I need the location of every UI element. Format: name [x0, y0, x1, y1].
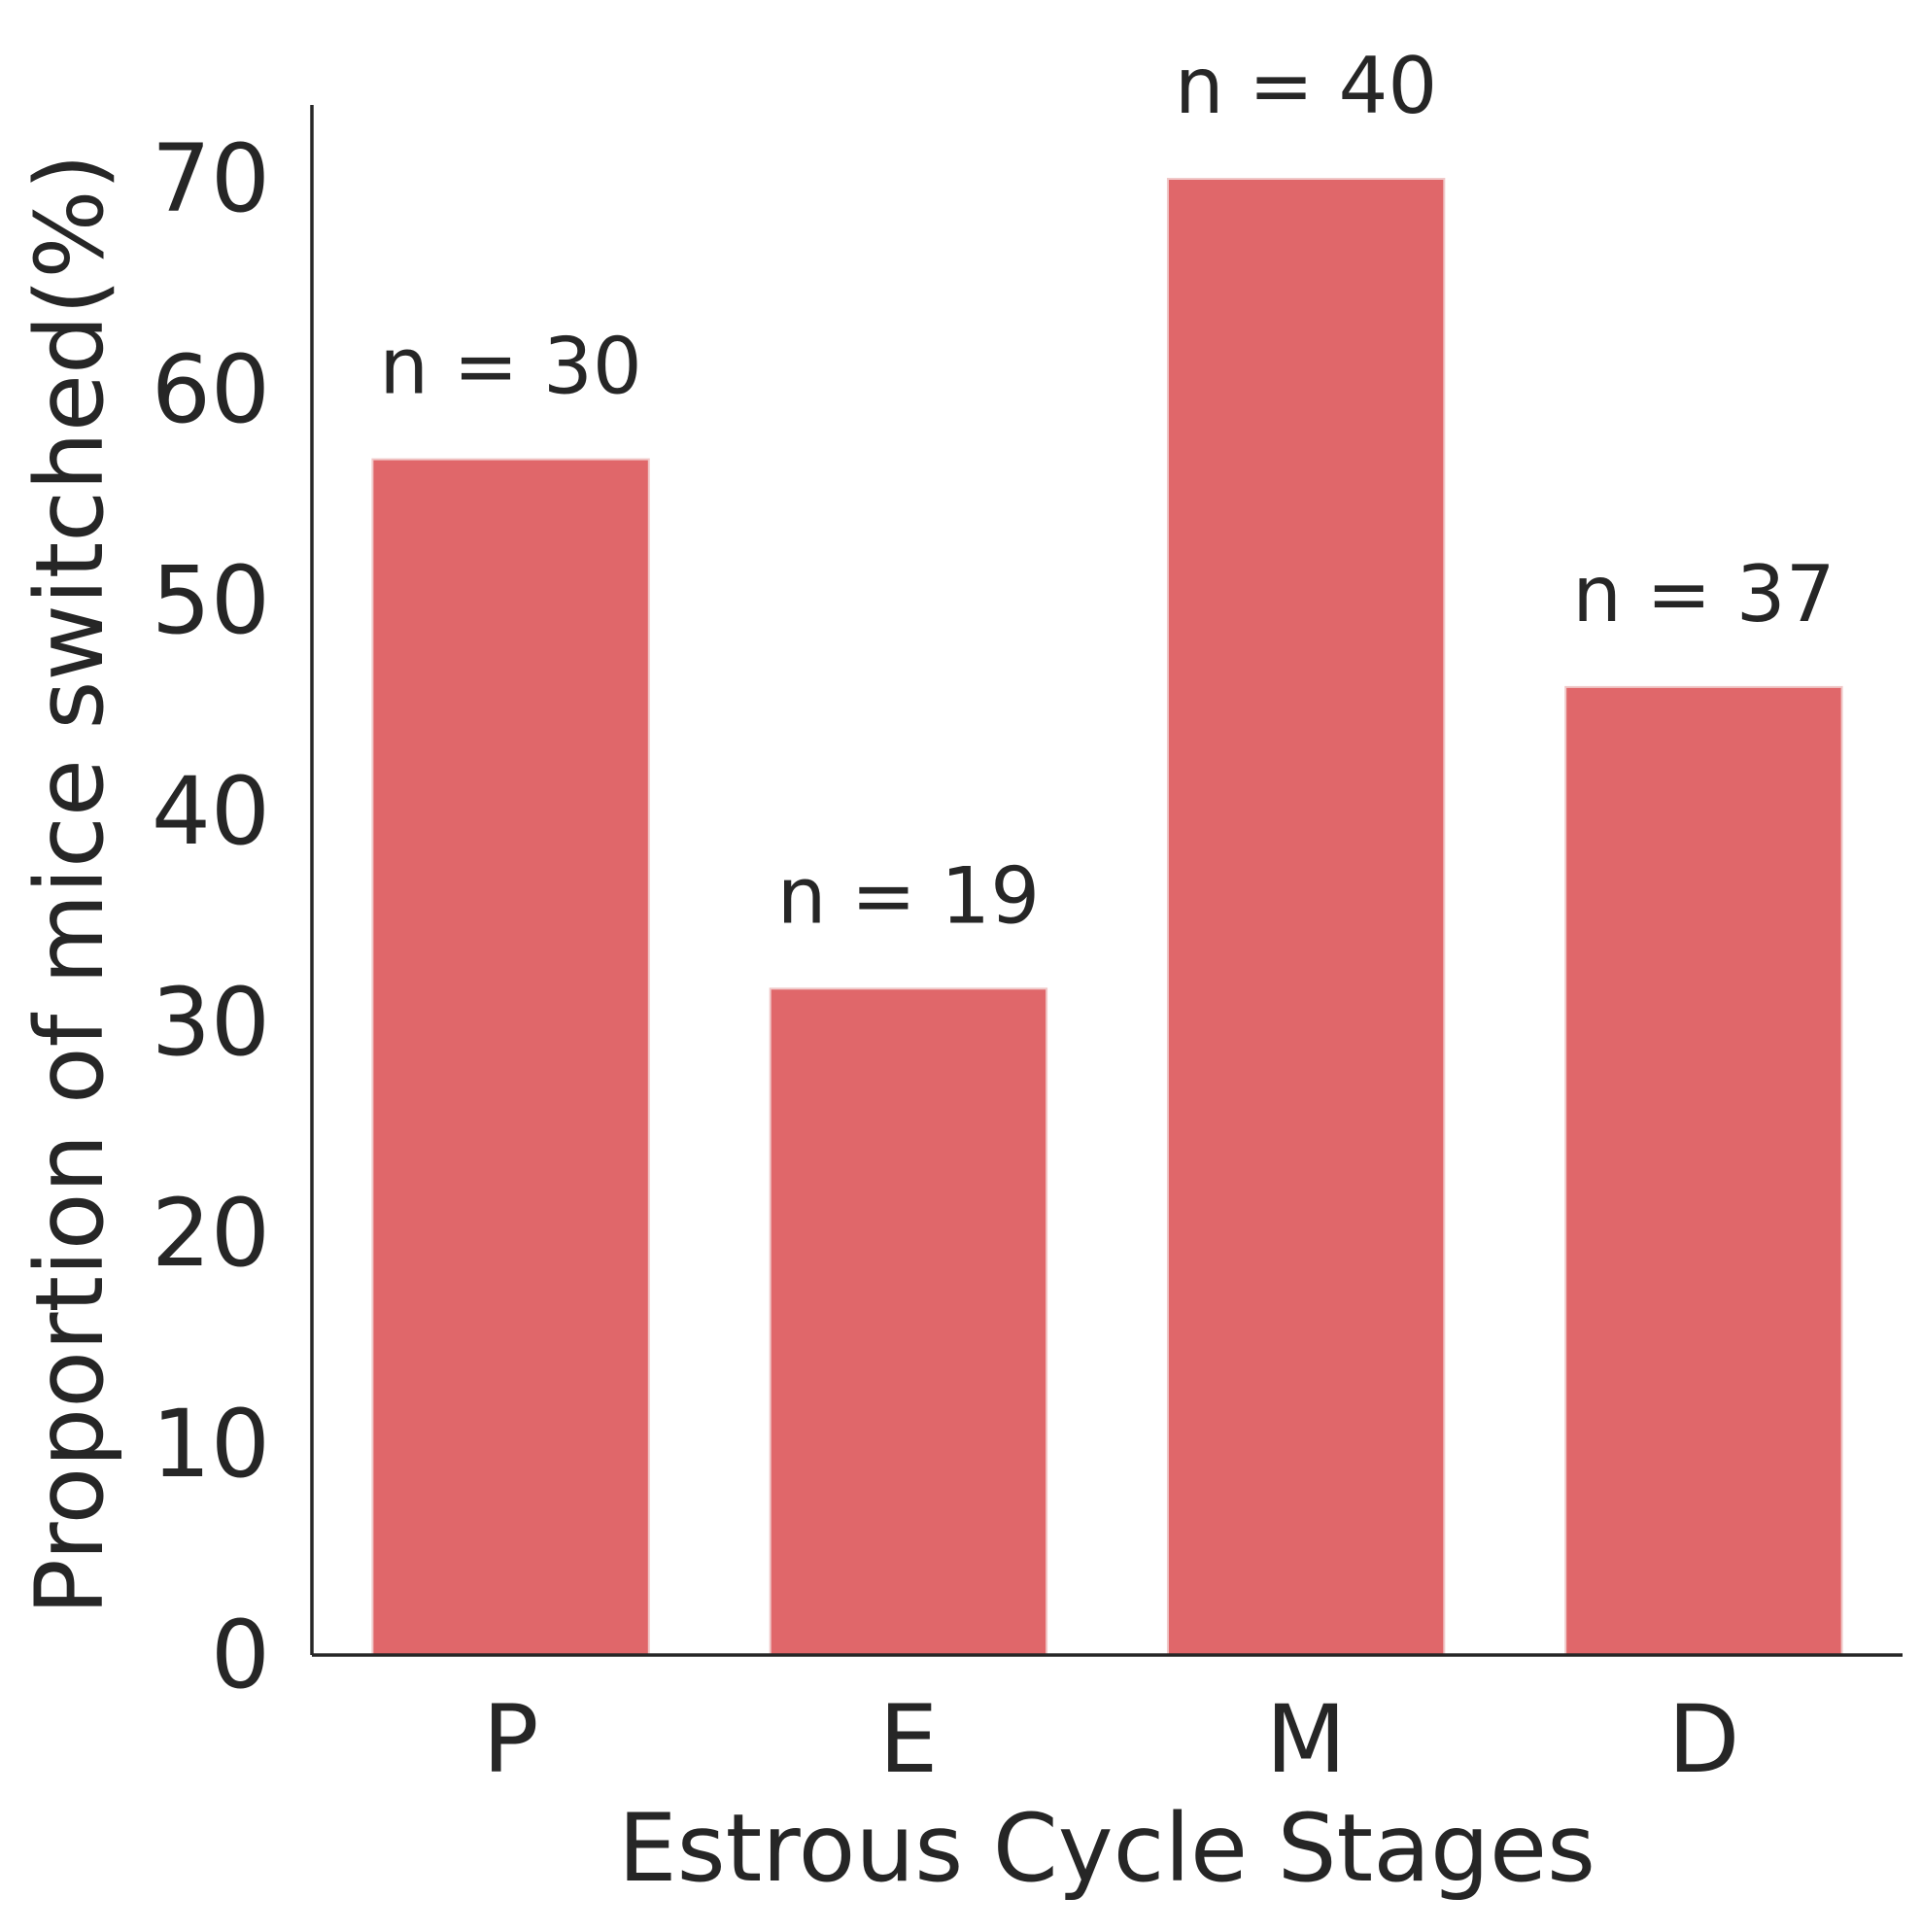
bar-annotation-e: n = 19 [777, 850, 1040, 941]
y-tick-label-0: 0 [211, 1601, 270, 1709]
y-tick-labels: 0 10 20 30 40 50 60 70 [152, 124, 270, 1709]
y-tick-label-50: 50 [152, 546, 270, 655]
annotations-layer: n = 30 n = 19 n = 40 n = 37 [379, 41, 1835, 941]
y-tick-label-40: 40 [152, 757, 270, 866]
y-tick-label-60: 60 [152, 335, 270, 444]
bar-annotation-d: n = 37 [1572, 549, 1835, 639]
bar-annotation-m: n = 40 [1175, 41, 1437, 131]
bar-p [371, 458, 650, 1657]
x-tick-label-p: P [483, 1685, 539, 1794]
bar-m [1166, 178, 1446, 1656]
x-tick-label-d: D [1667, 1685, 1739, 1794]
y-tick-label-30: 30 [152, 968, 270, 1077]
bar-e [769, 987, 1048, 1656]
y-tick-label-10: 10 [152, 1390, 270, 1499]
x-tick-label-m: M [1266, 1685, 1347, 1794]
x-tick-label-e: E [879, 1685, 939, 1794]
y-axis-label: Proportion of mice switched(%) [16, 154, 124, 1615]
x-axis-label: Estrous Cycle Stages [618, 1794, 1595, 1903]
bar-d [1564, 685, 1843, 1656]
bar-annotation-p: n = 30 [379, 322, 641, 412]
y-tick-label-20: 20 [152, 1179, 270, 1288]
y-tick-label-70: 70 [152, 124, 270, 233]
bars-layer [371, 178, 1843, 1657]
